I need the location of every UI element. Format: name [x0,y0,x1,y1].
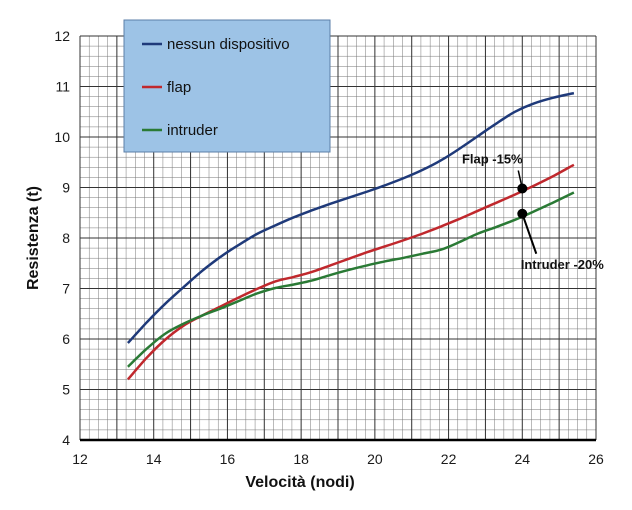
y-tick-label: 9 [62,180,70,196]
x-axis-title: Velocità (nodi) [245,474,354,491]
legend-label-flap: flap [167,79,191,96]
x-tick-label: 14 [146,451,162,467]
x-tick-label: 26 [588,451,604,467]
x-tick-label: 18 [293,451,309,467]
y-tick-label: 11 [55,79,70,95]
x-tick-label: 20 [367,451,383,467]
series-lines [126,91,575,381]
y-tick-label: 6 [62,331,70,347]
flap-leader-line [517,170,524,189]
series-line-nessun-dispositivo [126,91,575,344]
y-axis-title: Resistenza (t) [25,186,42,290]
x-tick-label: 24 [514,451,530,467]
tick-labels: 12 14 16 18 20 22 24 26 4 5 6 7 8 9 10 11 12 [54,28,604,467]
legend: nessun dispositivo flap intruder [123,19,331,153]
y-tick-label: 8 [62,230,70,246]
legend-label-nessun-dispositivo: nessun dispositivo [167,36,290,53]
y-tick-label: 4 [62,432,70,448]
intruder-annotation: Intruder -20% [521,257,605,272]
x-tick-label: 16 [220,451,236,467]
x-tick-label: 12 [72,451,88,467]
series-line-intruder [127,191,575,368]
y-tick-label: 7 [62,281,70,297]
x-tick-label: 22 [441,451,457,467]
intruder-leader-line [521,213,538,255]
legend-label-intruder: intruder [167,122,218,139]
y-tick-label: 12 [54,28,70,44]
y-tick-label: 10 [54,129,70,145]
y-tick-label: 5 [62,382,70,398]
flap-annotation: Flap -15% [462,152,523,167]
annotations: Flap -15% Intruder -20% [462,152,604,272]
